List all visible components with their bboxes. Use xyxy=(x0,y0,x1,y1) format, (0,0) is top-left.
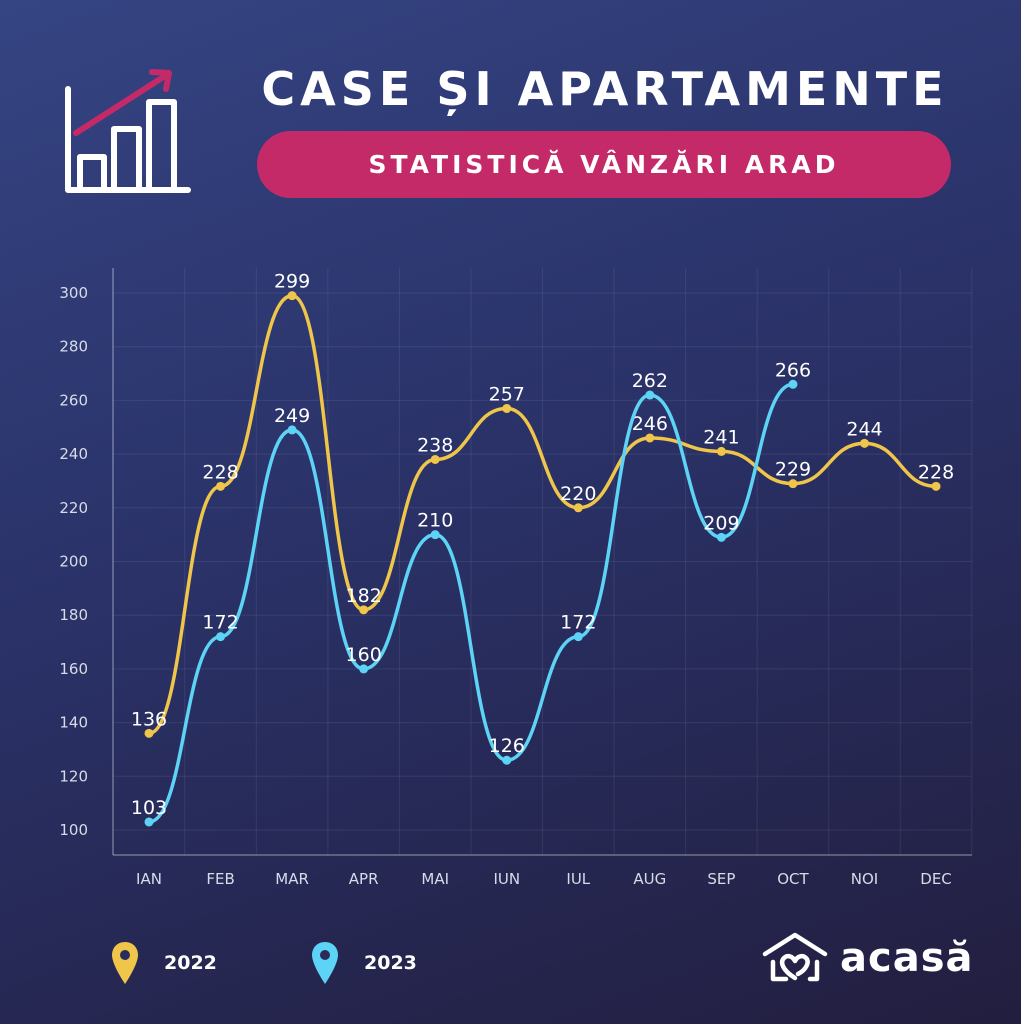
x-tick-label: IUL xyxy=(566,870,590,888)
y-tick-label: 140 xyxy=(59,714,88,732)
data-point xyxy=(430,454,440,464)
data-label: 209 xyxy=(703,512,739,534)
data-label: 238 xyxy=(417,434,453,456)
data-label: 262 xyxy=(632,370,668,392)
map-pin-icon xyxy=(312,942,338,984)
house-heart-icon xyxy=(762,932,828,982)
y-tick-label: 220 xyxy=(59,499,88,517)
data-label: 103 xyxy=(131,797,167,819)
data-label: 220 xyxy=(560,483,596,505)
brand-name: acasă xyxy=(840,935,974,981)
data-label: 172 xyxy=(560,612,596,634)
y-tick-label: 260 xyxy=(59,391,88,409)
y-tick-label: 120 xyxy=(59,767,88,785)
data-point xyxy=(788,479,798,489)
data-label: 249 xyxy=(274,405,310,427)
y-tick-label: 100 xyxy=(59,821,88,839)
data-label: 228 xyxy=(918,461,954,483)
data-label: 257 xyxy=(489,383,525,405)
y-tick-label: 180 xyxy=(59,606,88,624)
data-point xyxy=(788,379,798,389)
map-pin-icon xyxy=(112,942,138,984)
x-tick-label: MAR xyxy=(275,870,309,888)
data-label: 241 xyxy=(703,426,739,448)
data-point xyxy=(645,390,655,400)
data-label: 244 xyxy=(846,418,882,440)
data-point xyxy=(931,481,941,491)
data-point xyxy=(216,481,226,491)
subtitle-banner: STATISTICĂ VÂNZĂRI ARAD xyxy=(257,131,951,198)
data-label: 299 xyxy=(274,271,310,293)
y-tick-label: 160 xyxy=(59,660,88,678)
data-point xyxy=(716,446,726,456)
series-line xyxy=(148,382,794,824)
data-point xyxy=(573,632,583,642)
data-point xyxy=(573,503,583,513)
data-label: 136 xyxy=(131,708,167,730)
legend-label: 2022 xyxy=(164,952,217,974)
legend-item-2023: 2023 xyxy=(310,940,417,986)
data-label: 228 xyxy=(202,461,238,483)
x-tick-label: AUG xyxy=(633,870,666,888)
y-tick-label: 200 xyxy=(59,553,88,571)
series-2023: 103 172 249 160 210 126 172 262 209 266 xyxy=(131,359,811,827)
x-tick-label: OCT xyxy=(777,870,809,888)
data-point xyxy=(502,403,512,413)
data-point xyxy=(144,728,154,738)
data-point xyxy=(359,605,369,615)
data-point xyxy=(287,291,297,301)
x-tick-label: DEC xyxy=(920,870,952,888)
data-point xyxy=(287,425,297,435)
y-tick-label: 240 xyxy=(59,445,88,463)
data-point xyxy=(716,532,726,542)
brand-logo: acasă xyxy=(762,932,974,984)
data-point xyxy=(502,755,512,765)
data-label: 266 xyxy=(775,359,811,381)
data-point xyxy=(430,530,440,540)
y-tick-label: 280 xyxy=(59,338,88,356)
growth-chart-icon xyxy=(60,62,195,201)
data-point xyxy=(359,664,369,674)
x-tick-label: FEB xyxy=(206,870,234,888)
data-label: 126 xyxy=(489,735,525,757)
data-label: 246 xyxy=(632,413,668,435)
legend-item-2022: 2022 xyxy=(110,940,217,986)
data-label: 172 xyxy=(202,612,238,634)
data-point xyxy=(645,433,655,443)
legend-label: 2023 xyxy=(364,952,417,974)
y-tick-label: 300 xyxy=(59,284,88,302)
data-point xyxy=(860,438,869,448)
series-2022: 136 228 299 182 238 257 220 246 241 229 244 228 xyxy=(131,271,954,738)
x-tick-label: APR xyxy=(349,870,379,888)
x-tick-label: SEP xyxy=(707,870,735,888)
data-label: 229 xyxy=(775,459,811,481)
x-tick-label: IUN xyxy=(493,870,520,888)
series-line xyxy=(148,293,937,736)
data-point xyxy=(144,817,154,827)
data-point xyxy=(216,632,226,642)
data-label: 160 xyxy=(346,644,382,666)
subtitle: STATISTICĂ VÂNZĂRI ARAD xyxy=(368,150,840,179)
x-tick-label: MAI xyxy=(421,870,449,888)
x-tick-label: IAN xyxy=(136,870,162,888)
data-label: 210 xyxy=(417,510,453,532)
data-label: 182 xyxy=(346,585,382,607)
x-tick-label: NOI xyxy=(851,870,878,888)
page-title: CASE ȘI APARTAMENTE xyxy=(261,62,949,116)
